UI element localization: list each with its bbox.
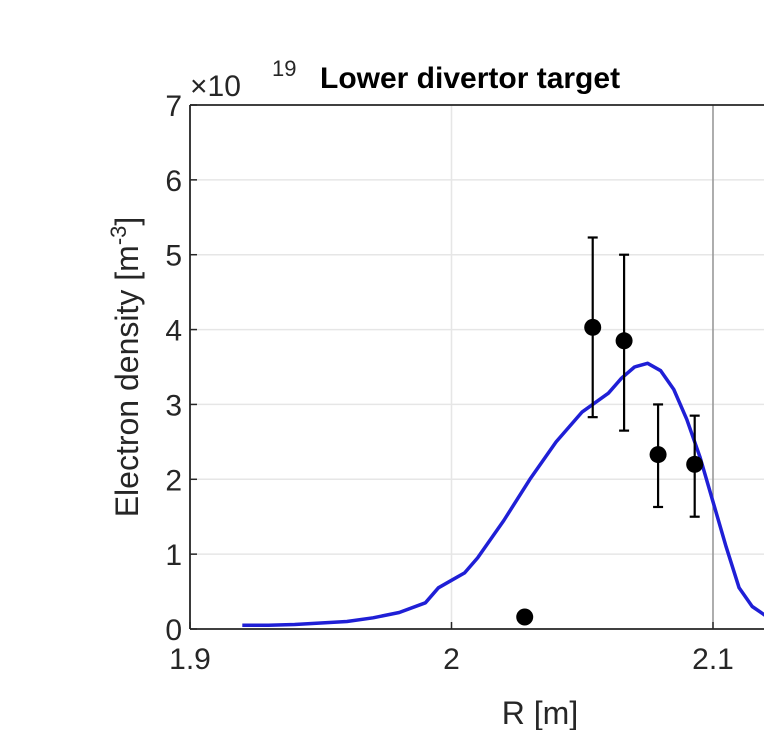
measurement-point xyxy=(686,455,704,473)
y-exponent-power: 19 xyxy=(272,56,296,81)
y-axis-label: Electron density [m-3] xyxy=(106,217,145,518)
y-tick-label: 7 xyxy=(165,90,182,123)
y-tick-label: 6 xyxy=(165,165,182,198)
y-tick-label: 2 xyxy=(165,464,182,497)
measurement-point xyxy=(615,332,633,350)
y-tick-label: 4 xyxy=(165,315,182,348)
reference-lines xyxy=(712,105,714,629)
axes xyxy=(189,104,764,630)
grid-lines xyxy=(189,104,764,630)
y-tick-label: 0 xyxy=(165,614,182,647)
y-tick-label: 5 xyxy=(165,240,182,273)
x-tick-label: 1.9 xyxy=(169,643,211,676)
x-tick-label: 2.1 xyxy=(692,643,734,676)
y-exponent: ×10 19 xyxy=(190,56,296,103)
measurement-point xyxy=(584,318,602,336)
y-tick-label: 3 xyxy=(165,389,182,422)
y-exponent-base: ×10 xyxy=(190,70,241,103)
x-tick-label: 2 xyxy=(443,643,460,676)
measurement-point xyxy=(516,608,534,626)
series-area xyxy=(242,236,764,628)
y-axis-label-sup: -3 xyxy=(106,226,131,246)
chart-title: Lower divertor target xyxy=(320,62,620,95)
measurement-point xyxy=(649,446,667,464)
y-tick-label: 1 xyxy=(165,539,182,572)
y-axis-label-close: ] xyxy=(109,217,145,226)
model-density-line xyxy=(242,361,764,628)
x-axis-label: R [m] xyxy=(502,695,578,730)
y-axis-label-main: Electron density [m xyxy=(109,245,145,517)
